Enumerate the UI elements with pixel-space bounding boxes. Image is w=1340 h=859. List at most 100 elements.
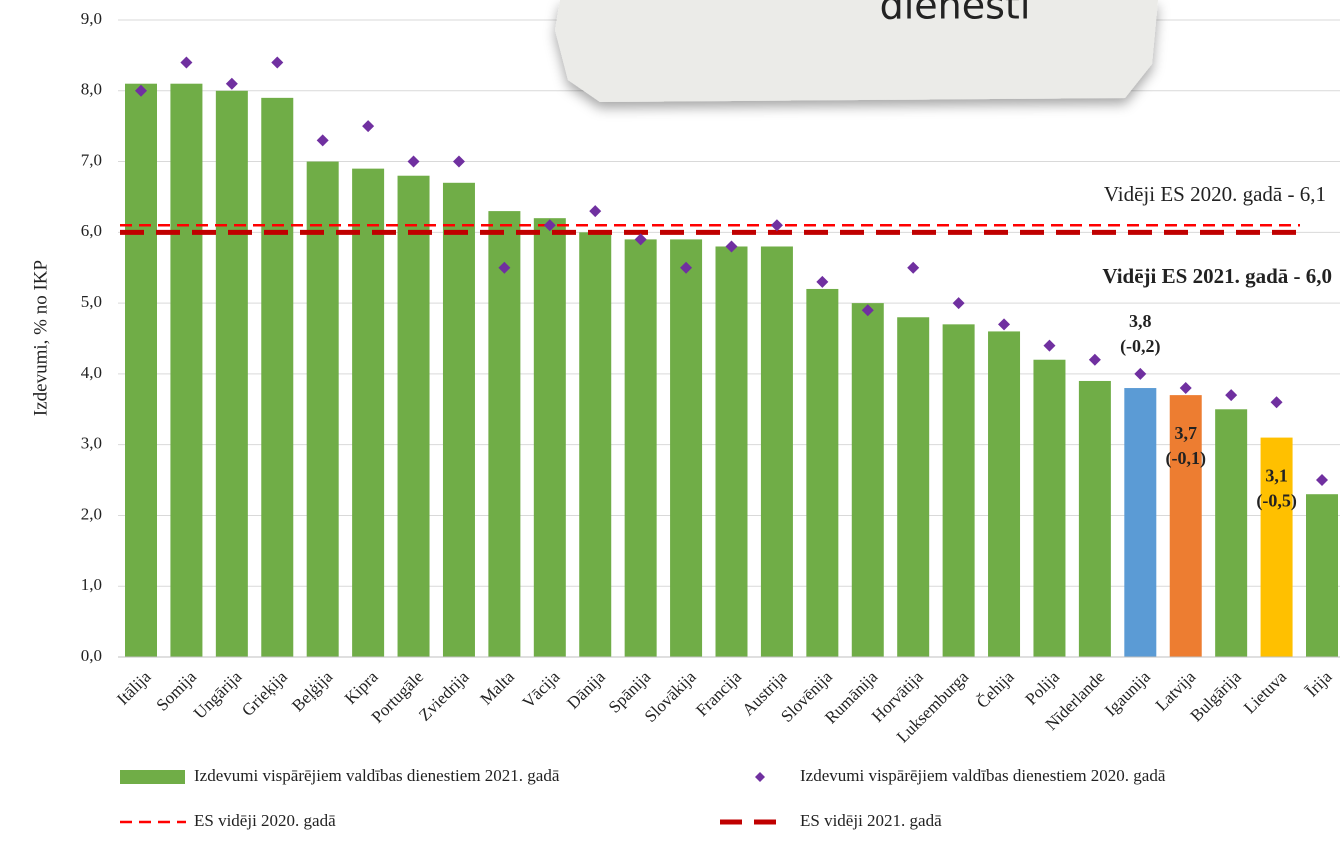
bar	[806, 288, 839, 657]
x-tick-label: Kipra	[341, 667, 382, 708]
x-tick-label: Polija	[1022, 667, 1064, 709]
bar	[170, 83, 203, 657]
x-tick-label: Čehija	[973, 667, 1018, 712]
bar	[1169, 395, 1202, 657]
bar	[1260, 437, 1293, 657]
x-tick-label: Malta	[476, 667, 518, 709]
bar	[1124, 388, 1157, 657]
x-tick-label: Bulgārija	[1187, 667, 1245, 725]
bar	[624, 239, 657, 657]
marker	[1088, 353, 1101, 366]
bar	[897, 317, 930, 657]
y-tick-label: 2,0	[81, 504, 102, 523]
y-tick-label: 3,0	[81, 434, 102, 453]
bar	[352, 168, 385, 657]
bar	[851, 303, 884, 657]
bar	[125, 83, 157, 657]
bar	[1078, 380, 1111, 657]
change-label: (-0,5)	[1256, 491, 1296, 512]
data-label: 3,7	[1174, 423, 1197, 443]
y-tick-label: 9,0	[81, 9, 102, 28]
bar	[988, 331, 1021, 657]
bar	[942, 324, 975, 657]
legend-swatch	[755, 772, 765, 782]
marker	[271, 56, 284, 69]
x-tick-label: Zviedrija	[415, 667, 473, 725]
marker	[816, 275, 829, 288]
bar	[1215, 409, 1248, 657]
bar	[533, 218, 566, 657]
x-tick-label: Beļģija	[288, 667, 336, 715]
torn-paper	[555, 0, 1158, 102]
marker	[135, 84, 147, 97]
x-tick-label: Ungārija	[190, 667, 246, 723]
legend-label: Izdevumi vispārējiem valdības dienestiem…	[194, 766, 560, 785]
x-tick-label: Īrija	[1302, 667, 1336, 701]
marker	[1134, 367, 1147, 380]
marker	[861, 304, 874, 317]
y-tick-label: 0,0	[81, 646, 102, 665]
bar	[488, 211, 521, 657]
x-tick-label: Itālija	[113, 667, 155, 709]
reference-label: Vidēji ES 2020. gadā - 6,1	[1104, 182, 1326, 206]
marker	[589, 205, 602, 218]
y-tick-label: 4,0	[81, 363, 102, 382]
marker	[1225, 389, 1238, 402]
marker	[680, 261, 693, 274]
y-tick-label: 7,0	[81, 150, 102, 169]
marker	[1179, 382, 1192, 395]
marker	[952, 297, 965, 310]
marker	[407, 155, 420, 168]
bar	[715, 246, 748, 657]
marker	[452, 155, 465, 168]
marker	[225, 77, 238, 90]
bar	[306, 161, 339, 658]
marker	[725, 240, 738, 253]
change-label: (-0,1)	[1165, 448, 1205, 469]
bar	[1033, 359, 1066, 657]
legend-swatch	[120, 770, 185, 784]
marker	[498, 261, 511, 274]
marker	[770, 219, 783, 232]
marker	[634, 233, 647, 246]
legend-label: ES vidēji 2020. gadā	[194, 811, 336, 830]
data-label: 3,1	[1265, 466, 1288, 486]
x-tick-label: Vācija	[519, 667, 564, 712]
bar	[397, 175, 430, 657]
x-tick-label: Francija	[692, 667, 745, 720]
bar	[579, 232, 612, 658]
y-tick-label: 8,0	[81, 80, 102, 99]
x-tick-label: Lietuva	[1240, 667, 1290, 717]
y-tick-label: 5,0	[81, 292, 102, 311]
bar	[1306, 494, 1338, 657]
x-tick-label: Slovākija	[641, 667, 700, 726]
y-axis-label: Izdevumi, % no IKP	[30, 260, 51, 416]
legend-label: Izdevumi vispārējiem valdības dienestiem…	[800, 766, 1166, 785]
x-tick-label: Grieķija	[238, 667, 291, 720]
paper-overlay: dienesti	[555, 0, 1158, 102]
legend-label: ES vidēji 2021. gadā	[800, 811, 942, 830]
bar	[261, 97, 294, 658]
x-tick-label: Igaunija	[1101, 667, 1154, 720]
marker	[316, 134, 329, 147]
bar	[760, 246, 793, 657]
overlay-text: dienesti	[880, 0, 1031, 28]
x-tick-label: Dānija	[563, 667, 609, 713]
marker	[998, 318, 1011, 331]
marker	[1316, 474, 1328, 487]
marker	[1043, 339, 1056, 352]
y-tick-label: 6,0	[81, 221, 102, 240]
marker	[907, 261, 920, 274]
bar	[215, 90, 248, 658]
change-label: (-0,2)	[1120, 336, 1160, 357]
reference-label: Vidēji ES 2021. gadā - 6,0	[1102, 264, 1332, 288]
bar	[442, 182, 475, 658]
y-tick-label: 1,0	[81, 575, 102, 594]
marker	[1270, 396, 1283, 409]
marker	[362, 120, 375, 133]
bar	[670, 239, 703, 657]
marker	[543, 219, 556, 232]
data-label: 3,8	[1129, 311, 1152, 331]
marker	[180, 56, 193, 69]
